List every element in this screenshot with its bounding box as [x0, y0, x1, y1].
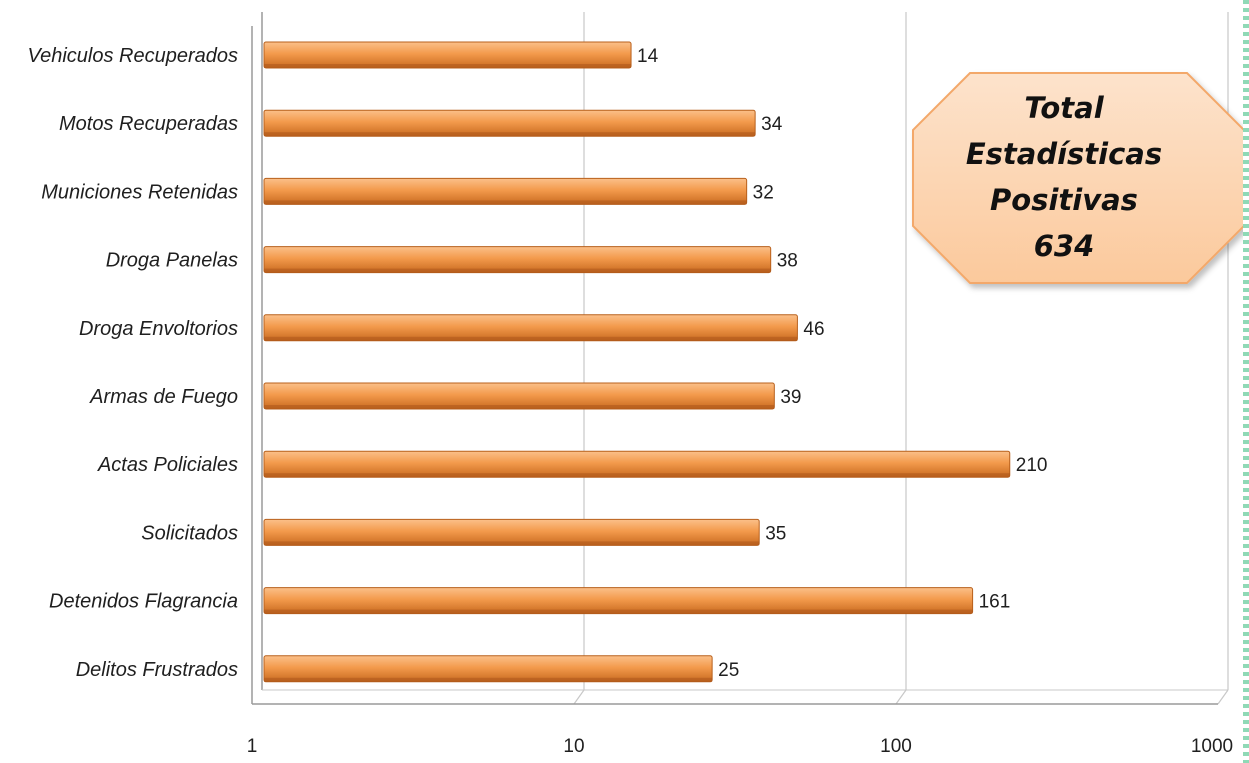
category-labels: Vehiculos Recuperados Motos Recuperadas Mu…: [28, 45, 239, 681]
data-label: 32: [753, 182, 774, 203]
data-label: 34: [761, 114, 783, 135]
data-label: 25: [718, 660, 739, 681]
category-label: Solicitados: [141, 522, 238, 544]
data-label: 38: [777, 251, 798, 272]
bar-shade: [264, 610, 973, 614]
total-line-3: Positivas: [990, 183, 1138, 217]
category-label: Droga Panelas: [106, 250, 238, 272]
data-label: 39: [780, 387, 801, 408]
category-label: Vehiculos Recuperados: [28, 45, 239, 67]
gridline-floor: [1218, 690, 1228, 704]
category-label: Motos Recuperadas: [59, 113, 238, 135]
x-tick-label: 10: [563, 736, 584, 757]
bar-shade: [264, 541, 759, 545]
x-tick-label: 100: [880, 736, 912, 757]
bar-shade: [264, 337, 797, 341]
bar-shade: [264, 64, 631, 68]
bar-shade: [264, 200, 747, 204]
bar-shade: [264, 269, 771, 273]
right-edge-decoration: [1243, 0, 1249, 763]
total-line-4: 634: [1034, 229, 1095, 263]
bar-shade: [264, 132, 755, 136]
category-label: Detenidos Flagrancia: [49, 591, 238, 613]
data-label: 14: [637, 46, 659, 67]
category-label: Actas Policiales: [97, 454, 238, 476]
category-label: Municiones Retenidas: [41, 181, 238, 203]
bar-shade: [264, 678, 712, 682]
x-tick-label: 1: [247, 736, 258, 757]
data-label: 210: [1016, 455, 1048, 476]
x-tick-label: 1000: [1191, 736, 1233, 757]
bar-shade: [264, 473, 1010, 477]
data-label: 46: [803, 319, 824, 340]
category-label: Delitos Frustrados: [76, 659, 238, 681]
data-label: 161: [979, 592, 1011, 613]
total-annotation: Total Estadísticas Positivas 634: [913, 73, 1244, 283]
total-line-2: Estadísticas: [966, 137, 1162, 171]
category-label: Armas de Fuego: [89, 386, 238, 408]
x-tick-labels: 1 10 100 1000: [247, 736, 1233, 757]
data-label: 35: [765, 523, 786, 544]
total-line-1: Total: [1024, 91, 1104, 125]
gridline-floor: [574, 690, 584, 704]
bar-shade: [264, 405, 774, 409]
category-label: Droga Envoltorios: [79, 318, 238, 340]
bars: [264, 42, 1010, 682]
gridline-floor: [896, 690, 906, 704]
